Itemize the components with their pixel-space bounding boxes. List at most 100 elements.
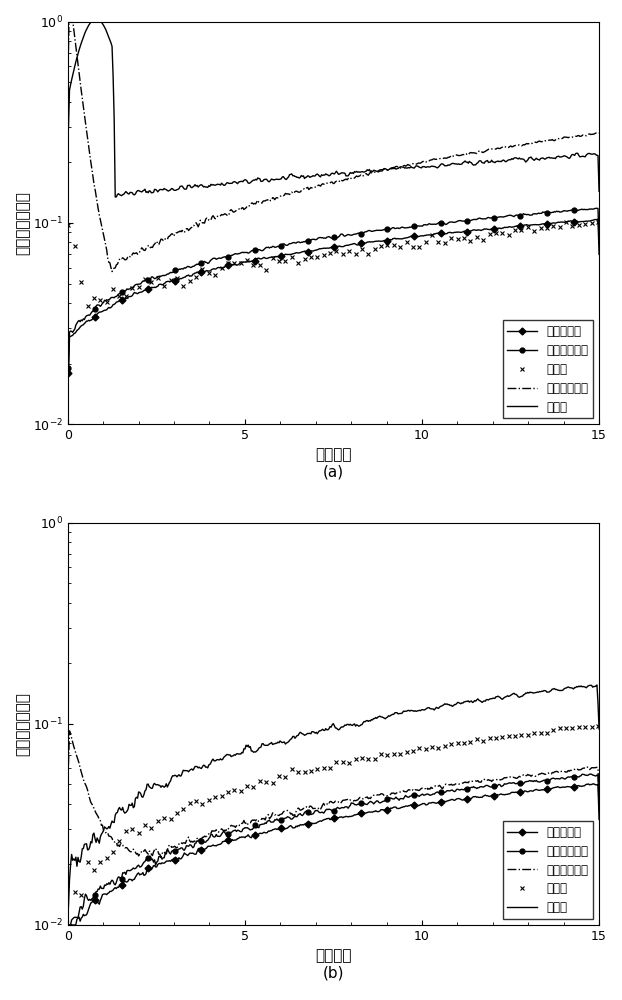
克拉美罗界 <box>590 778 598 790</box>
本发明 <box>103 296 111 308</box>
克拉美罗界 <box>352 238 360 250</box>
克拉美罗界 <box>65 367 72 379</box>
本发明 <box>307 251 315 263</box>
分数阶矩估计 <box>383 164 390 176</box>
分数阶矩估计 <box>322 798 330 810</box>
分数阶矩估计 <box>502 141 509 153</box>
本发明 <box>562 216 570 228</box>
最大似然估计 <box>65 954 72 966</box>
分数阶矩估计 <box>585 762 592 774</box>
矩估计 <box>354 166 361 178</box>
分数阶矩估计 <box>383 790 390 802</box>
最大似然估计 <box>352 799 360 811</box>
最大似然估计 <box>499 211 507 223</box>
矩估计 <box>317 725 324 737</box>
分数阶矩估计 <box>319 178 327 190</box>
矩估计 <box>383 163 390 175</box>
本发明 <box>466 736 474 748</box>
X-axis label: 形状参数: 形状参数 <box>315 448 351 463</box>
本发明 <box>327 762 334 774</box>
克拉美罗界 <box>381 234 388 246</box>
Line: 分数阶矩估计: 分数阶矩估计 <box>68 731 599 857</box>
本发明 <box>96 856 104 868</box>
最大似然估计 <box>352 228 360 240</box>
本发明 <box>71 886 78 898</box>
本发明 <box>301 766 309 778</box>
矩估计 <box>585 147 592 159</box>
Line: 克拉美罗界: 克拉美罗界 <box>66 217 601 375</box>
分数阶矩估计 <box>319 799 327 811</box>
分数阶矩估计 <box>108 266 116 278</box>
克拉美罗界 <box>320 814 327 826</box>
Line: 矩估计: 矩估计 <box>68 19 599 197</box>
克拉美罗界 <box>499 222 507 234</box>
克拉美罗界 <box>595 248 603 260</box>
克拉美罗界 <box>583 215 590 227</box>
最大似然估计 <box>65 362 72 374</box>
Text: (a): (a) <box>323 464 344 479</box>
最大似然估计 <box>320 807 327 819</box>
分数阶矩估计 <box>65 45 72 57</box>
Y-axis label: 相对均方根误差: 相对均方根误差 <box>15 692 30 756</box>
克拉美罗界 <box>352 809 360 821</box>
克拉美罗界 <box>583 778 590 790</box>
矩估计 <box>595 723 603 735</box>
Line: 最大似然估计: 最大似然估计 <box>66 772 601 963</box>
最大似然估计 <box>595 804 603 816</box>
本发明 <box>492 732 499 744</box>
克拉美罗界 <box>317 243 324 255</box>
矩估计 <box>352 720 360 732</box>
最大似然估计 <box>593 202 601 214</box>
矩估计 <box>65 901 72 913</box>
矩估计 <box>593 679 601 691</box>
矩估计 <box>583 682 590 694</box>
本发明 <box>84 300 91 312</box>
Line: 本发明: 本发明 <box>66 220 600 309</box>
矩估计 <box>595 185 603 197</box>
克拉美罗界 <box>499 789 507 801</box>
Legend: 克拉美罗界, 最大似然估计, 分数阶矩估计, 本发明, 矩估计: 克拉美罗界, 最大似然估计, 分数阶矩估计, 本发明, 矩估计 <box>503 821 593 919</box>
分数阶矩估计 <box>354 171 361 183</box>
矩估计 <box>113 191 120 203</box>
最大似然估计 <box>583 204 590 216</box>
本发明 <box>499 227 506 239</box>
最大似然估计 <box>317 231 324 243</box>
最大似然估计 <box>587 768 594 780</box>
分数阶矩估计 <box>595 127 603 139</box>
最大似然估计 <box>381 795 388 807</box>
本发明 <box>71 240 78 252</box>
本发明 <box>65 219 72 231</box>
Line: 分数阶矩估计: 分数阶矩估计 <box>68 0 599 272</box>
最大似然估计 <box>583 769 590 781</box>
分数阶矩估计 <box>354 794 361 806</box>
分数阶矩估计 <box>66 725 73 737</box>
Line: 矩估计: 矩估计 <box>68 685 599 907</box>
最大似然估计 <box>317 807 324 819</box>
分数阶矩估计 <box>157 851 165 863</box>
克拉美罗界 <box>320 242 327 254</box>
最大似然估计 <box>320 232 327 244</box>
Text: (b): (b) <box>323 965 344 980</box>
分数阶矩估计 <box>595 797 603 809</box>
本发明 <box>333 245 340 257</box>
本发明 <box>594 720 601 732</box>
分数阶矩估计 <box>65 759 72 771</box>
矩估计 <box>320 724 327 736</box>
分数阶矩估计 <box>322 178 330 190</box>
Y-axis label: 相对均方根误差: 相对均方根误差 <box>15 191 30 255</box>
矩估计 <box>92 13 100 25</box>
最大似然估计 <box>595 238 603 250</box>
矩估计 <box>381 712 388 724</box>
分数阶矩估计 <box>585 128 592 140</box>
克拉美罗界 <box>595 814 603 826</box>
克拉美罗界 <box>317 815 324 827</box>
X-axis label: 形状参数: 形状参数 <box>315 948 351 963</box>
矩估计 <box>65 122 72 134</box>
克拉美罗界 <box>594 213 601 225</box>
分数阶矩估计 <box>502 772 509 784</box>
Legend: 克拉美罗界, 最大似然估计, 本发明, 分数阶矩估计, 矩估计: 克拉美罗界, 最大似然估计, 本发明, 分数阶矩估计, 矩估计 <box>503 320 593 418</box>
克拉美罗界 <box>65 954 72 966</box>
Line: 克拉美罗界: 克拉美罗界 <box>66 781 601 963</box>
本发明 <box>65 944 72 956</box>
Line: 本发明: 本发明 <box>66 724 600 952</box>
